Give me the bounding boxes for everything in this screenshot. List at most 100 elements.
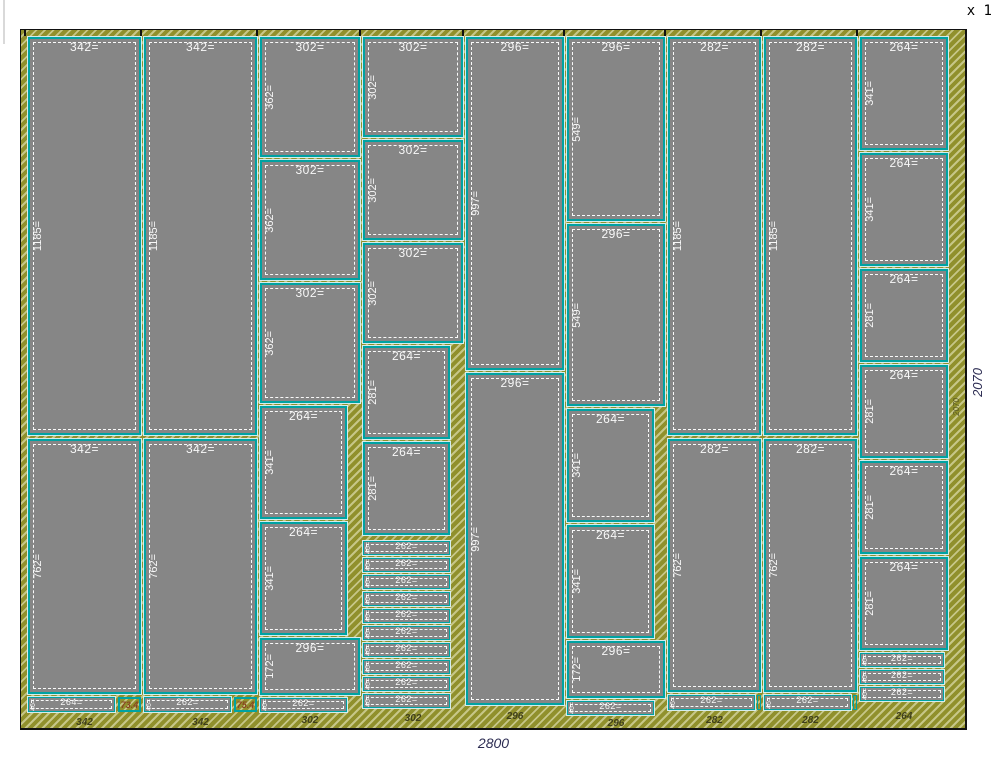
piece-width-label: 262= bbox=[395, 677, 418, 687]
piece-width-label: 262= bbox=[395, 626, 418, 636]
piece-width-label: 264= bbox=[288, 409, 319, 423]
piece-height-label: 341= bbox=[264, 450, 276, 475]
cut-piece[interactable]: 296= 997= bbox=[466, 373, 564, 705]
cut-strip[interactable]: 262= 46= bbox=[567, 701, 654, 715]
cut-piece[interactable]: 342= 762= bbox=[144, 439, 257, 694]
piece-dashed-outline bbox=[368, 248, 458, 338]
cut-strip[interactable]: 262= 46= bbox=[363, 660, 450, 674]
piece-dashed-outline bbox=[149, 42, 252, 430]
piece-dashed-outline bbox=[368, 145, 458, 235]
piece-width-label: 296= bbox=[295, 641, 325, 655]
cut-piece[interactable]: 264= 341= bbox=[260, 522, 347, 635]
piece-height-label: 46= bbox=[862, 671, 869, 683]
cut-strip[interactable]: 262= 46= bbox=[144, 697, 231, 712]
cut-piece[interactable]: 296= 172= bbox=[260, 638, 360, 695]
piece-width-label: 262= bbox=[395, 609, 418, 619]
cut-strip[interactable]: 262= 46= bbox=[764, 695, 851, 710]
piece-dashed-outline bbox=[265, 288, 355, 398]
cut-piece[interactable]: 302= 362= bbox=[260, 37, 360, 157]
piece-height-label: 46= bbox=[365, 610, 372, 622]
piece-width-label: 262= bbox=[890, 653, 914, 663]
piece-height-label: 997= bbox=[470, 191, 482, 216]
column-width-label: 296 bbox=[607, 718, 625, 729]
cut-strip[interactable]: 262= 46= bbox=[363, 643, 450, 657]
column-width-label: 296 bbox=[506, 711, 524, 722]
cut-piece[interactable]: 302= 302= bbox=[363, 37, 463, 137]
cut-piece[interactable]: 264= 341= bbox=[860, 37, 948, 150]
piece-width-label: 264= bbox=[889, 464, 919, 478]
piece-width-label: 296= bbox=[601, 40, 631, 54]
cut-piece[interactable]: 302= 302= bbox=[363, 140, 463, 240]
cut-piece[interactable]: 302= 362= bbox=[260, 160, 360, 280]
cut-strip[interactable]: 262= 46= bbox=[860, 687, 944, 701]
cut-strip[interactable]: 262= 46= bbox=[363, 592, 450, 606]
column-width-label: 302 bbox=[404, 713, 422, 724]
piece-width-label: 342= bbox=[185, 442, 216, 456]
piece-height-label: 46= bbox=[365, 627, 372, 639]
cut-piece[interactable]: 302= 362= bbox=[260, 283, 360, 403]
cut-piece[interactable]: 282= 762= bbox=[668, 439, 761, 692]
piece-width-label: 296= bbox=[601, 227, 631, 241]
cut-piece[interactable]: 264= 341= bbox=[567, 525, 654, 638]
cut-strip[interactable]: 262= 46= bbox=[363, 626, 450, 640]
cut-piece[interactable]: 264= 281= bbox=[860, 461, 948, 554]
cut-piece[interactable]: 342= 762= bbox=[28, 439, 141, 694]
cut-piece[interactable]: 296= 549= bbox=[567, 224, 665, 406]
cut-strip[interactable]: 262= 46= bbox=[363, 694, 450, 708]
cut-piece[interactable]: 342= 1185= bbox=[28, 37, 141, 435]
piece-height-label: 341= bbox=[571, 569, 583, 594]
board-width-label: 2800 bbox=[477, 735, 510, 751]
cut-piece[interactable]: 264= 281= bbox=[860, 269, 948, 362]
piece-dashed-outline bbox=[769, 42, 852, 430]
cut-piece[interactable]: 296= 549= bbox=[567, 37, 665, 221]
piece-width-label: 264= bbox=[889, 156, 919, 170]
cut-strip[interactable]: 262= 46= bbox=[363, 575, 450, 589]
piece-width-label: 262= bbox=[395, 643, 418, 653]
cut-piece[interactable]: 264= 281= bbox=[860, 365, 948, 458]
piece-dashed-outline bbox=[572, 42, 660, 216]
cut-piece[interactable]: 264= 281= bbox=[363, 346, 450, 439]
stock-sheet: 2070 342= 1185= 342= 762= 264= 46= 73.4 342 342=… bbox=[20, 29, 967, 730]
sheet-quantity-label: x 1 bbox=[966, 3, 992, 19]
cut-piece[interactable]: 264= 281= bbox=[363, 442, 450, 535]
cut-strip[interactable]: 262= 46= bbox=[668, 695, 755, 710]
cut-tick bbox=[24, 30, 26, 36]
piece-dashed-outline bbox=[865, 42, 943, 145]
piece-height-label: 172= bbox=[571, 657, 583, 682]
cut-strip[interactable]: 264= 46= bbox=[28, 697, 115, 712]
piece-height-label: 549= bbox=[571, 116, 583, 142]
piece-width-label: 302= bbox=[398, 143, 428, 157]
cut-tick bbox=[462, 30, 464, 36]
cut-strip[interactable]: 262= 46= bbox=[860, 653, 944, 667]
cut-piece[interactable]: 296= 997= bbox=[466, 37, 564, 370]
cut-strip[interactable]: 262= 46= bbox=[363, 558, 450, 572]
piece-dashed-outline bbox=[572, 530, 649, 633]
piece-height-label: 341= bbox=[571, 453, 583, 478]
cut-piece[interactable]: 282= 1185= bbox=[764, 37, 857, 435]
cut-piece[interactable]: 282= 1185= bbox=[668, 37, 761, 435]
cut-piece[interactable]: 264= 341= bbox=[860, 153, 948, 266]
cut-piece[interactable]: 296= 172= bbox=[567, 641, 665, 698]
cut-piece[interactable]: 282= 762= bbox=[764, 439, 857, 692]
cut-piece[interactable]: 302= 302= bbox=[363, 243, 463, 343]
cut-piece[interactable]: 264= 281= bbox=[860, 557, 948, 650]
piece-height-label: 1185= bbox=[148, 220, 160, 252]
piece-dashed-outline bbox=[265, 411, 342, 514]
piece-height-label: 46= bbox=[30, 698, 37, 711]
cut-strip[interactable]: 262= 46= bbox=[363, 541, 450, 555]
piece-width-label: 262= bbox=[395, 575, 418, 585]
piece-width-label: 262= bbox=[796, 695, 819, 705]
cut-piece[interactable]: 342= 1185= bbox=[144, 37, 257, 435]
cut-strip[interactable]: 262= 46= bbox=[363, 609, 450, 623]
column-width-label: 264 bbox=[895, 711, 913, 722]
cut-tick bbox=[256, 30, 258, 36]
cut-strip[interactable]: 262= 46= bbox=[860, 670, 944, 684]
piece-dashed-outline bbox=[769, 444, 852, 687]
cut-strip[interactable]: 262= 46= bbox=[363, 677, 450, 691]
piece-height-label: 281= bbox=[367, 380, 379, 405]
piece-width-label: 342= bbox=[69, 40, 100, 54]
piece-width-label: 264= bbox=[595, 412, 626, 426]
cut-strip[interactable]: 262= 46= bbox=[260, 698, 347, 712]
cut-piece[interactable]: 264= 341= bbox=[567, 409, 654, 522]
cut-piece[interactable]: 264= 341= bbox=[260, 406, 347, 519]
